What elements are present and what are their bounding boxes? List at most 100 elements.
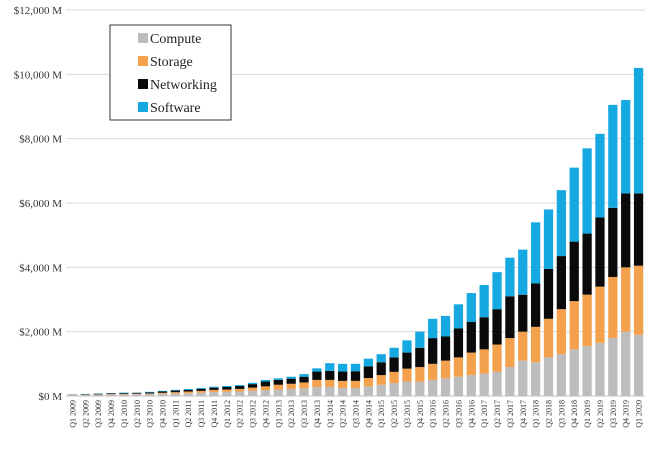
bar-compute-q3-2009 [93, 394, 103, 396]
bar-compute-q3-2019 [608, 338, 618, 396]
bar-storage-q4-2017 [518, 331, 528, 361]
bar-networking-q4-2014 [363, 366, 373, 378]
bar-storage-q3-2017 [505, 338, 515, 368]
bar-networking-q2-2011 [183, 389, 193, 392]
bar-networking-q1-2016 [428, 338, 438, 364]
bar-storage-q4-2013 [312, 379, 322, 387]
bar-storage-q2-2018 [543, 318, 554, 358]
bar-networking-q2-2010 [132, 392, 142, 394]
bar-software-q1-2015 [376, 354, 386, 363]
x-axis-tick-labels: Q1 2009 Q2 2009 Q3 2009 Q4 2009 Q1 2010 Q2 20… [68, 400, 643, 428]
bar-software-q1-2016 [428, 318, 438, 339]
bar-software-q3-2014 [350, 363, 361, 372]
bar-networking-q3-2019 [608, 207, 618, 277]
legend-label-networking: Networking [150, 78, 217, 93]
x-tick-label: Q3 2010 [146, 400, 155, 428]
bar-compute-q1-2014 [325, 386, 335, 396]
y-tick-label: $6,000 M [19, 198, 62, 210]
bar-networking-q4-2016 [466, 322, 476, 353]
bar-compute-q1-2017 [479, 373, 489, 396]
x-tick-label: Q1 2017 [480, 400, 489, 428]
bar-storage-q1-2018 [531, 326, 541, 363]
bar-software-q2-2019 [595, 133, 605, 218]
x-tick-label: Q2 2009 [81, 400, 90, 428]
bar-compute-q4-2016 [466, 375, 476, 396]
bar-storage-q4-2018 [569, 301, 579, 350]
x-tick-label: Q4 2018 [570, 400, 579, 428]
bar-storage-q2-2011 [183, 391, 193, 394]
bar-compute-q2-2016 [440, 378, 451, 396]
bar-software-q3-2015 [402, 340, 412, 353]
bar-networking-q3-2010 [145, 392, 155, 394]
x-tick-label: Q1 2019 [583, 400, 592, 428]
x-tick-label: Q1 2014 [326, 400, 335, 428]
bar-networking-q3-2018 [556, 256, 566, 310]
x-tick-label: Q2 2011 [184, 400, 193, 427]
bar-networking-q1-2018 [531, 283, 541, 327]
x-tick-label: Q4 2015 [416, 400, 425, 428]
bar-software-q2-2011 [183, 388, 193, 390]
bar-compute-q4-2009 [106, 394, 116, 396]
bar-storage-q4-2016 [466, 352, 476, 376]
x-tick-label: Q3 2019 [609, 400, 618, 428]
x-tick-label: Q2 2017 [493, 400, 502, 428]
bar-compute-q3-2015 [402, 381, 412, 396]
bar-storage-q4-2014 [363, 377, 373, 387]
bar-networking-q2-2012 [235, 386, 245, 389]
bar-storage-q2-2016 [440, 360, 451, 379]
bar-networking-q4-2010 [157, 391, 168, 393]
legend: Compute Storage Networking Software [109, 24, 232, 121]
x-tick-label: Q2 2015 [390, 400, 399, 428]
bar-software-q2-2017 [492, 272, 502, 310]
bar-storage-q1-2020 [633, 265, 644, 335]
bar-software-q4-2013 [312, 368, 322, 372]
bar-storage-q4-2010 [157, 392, 168, 394]
x-tick-label: Q1 2018 [532, 400, 541, 428]
bar-compute-q1-2016 [428, 379, 438, 396]
x-tick-label: Q4 2019 [622, 400, 631, 428]
bar-software-q4-2015 [415, 331, 425, 348]
bar-software-q2-2015 [389, 347, 399, 358]
bar-compute-q2-2018 [543, 357, 554, 396]
bar-networking-q3-2009 [93, 393, 103, 395]
bar-software-q3-2013 [299, 374, 309, 377]
bar-software-q3-2010 [145, 391, 155, 393]
bar-software-q4-2012 [260, 379, 271, 382]
bar-storage-q1-2019 [582, 294, 592, 347]
bar-storage-q2-2019 [595, 286, 605, 343]
y-tick-label: $12,000 M [14, 5, 63, 17]
x-tick-label: Q4 2009 [107, 400, 116, 428]
x-tick-label: Q1 2012 [223, 400, 232, 428]
bar-compute-q2-2010 [132, 394, 142, 396]
bar-software-q1-2020 [633, 67, 644, 194]
bar-storage-q1-2016 [428, 363, 438, 380]
bar-software-q4-2017 [518, 249, 528, 295]
bar-software-q4-2018 [569, 167, 579, 242]
x-tick-label: Q1 2015 [377, 400, 386, 428]
bar-software-q1-2018 [531, 222, 541, 284]
bar-storage-q1-2017 [479, 349, 489, 374]
bar-software-q3-2016 [453, 304, 464, 329]
bar-software-q4-2011 [209, 386, 219, 388]
bar-storage-q3-2018 [556, 309, 566, 355]
bar-storage-q3-2012 [247, 387, 258, 391]
x-tick-label: Q1 2020 [635, 400, 644, 428]
bar-networking-q1-2010 [119, 393, 129, 394]
x-tick-label: Q3 2018 [557, 400, 566, 428]
x-tick-label: Q3 2014 [352, 400, 361, 428]
legend-label-software: Software [150, 101, 201, 116]
bar-networking-q2-2014 [338, 371, 348, 381]
bar-networking-q4-2011 [209, 387, 219, 390]
bar-compute-q4-2013 [312, 386, 322, 396]
bar-storage-q1-2014 [325, 379, 335, 387]
x-tick-label: Q2 2013 [287, 400, 296, 428]
bar-software-q4-2016 [466, 293, 476, 323]
bar-storage-q3-2014 [350, 380, 361, 388]
bar-software-q3-2017 [505, 257, 515, 297]
x-tick-label: Q2 2014 [339, 400, 348, 428]
bar-compute-q2-2014 [338, 387, 348, 396]
x-tick-label: Q2 2010 [133, 400, 142, 428]
bar-software-q3-2018 [556, 190, 566, 257]
y-tick-label: $2,000 M [19, 327, 62, 339]
